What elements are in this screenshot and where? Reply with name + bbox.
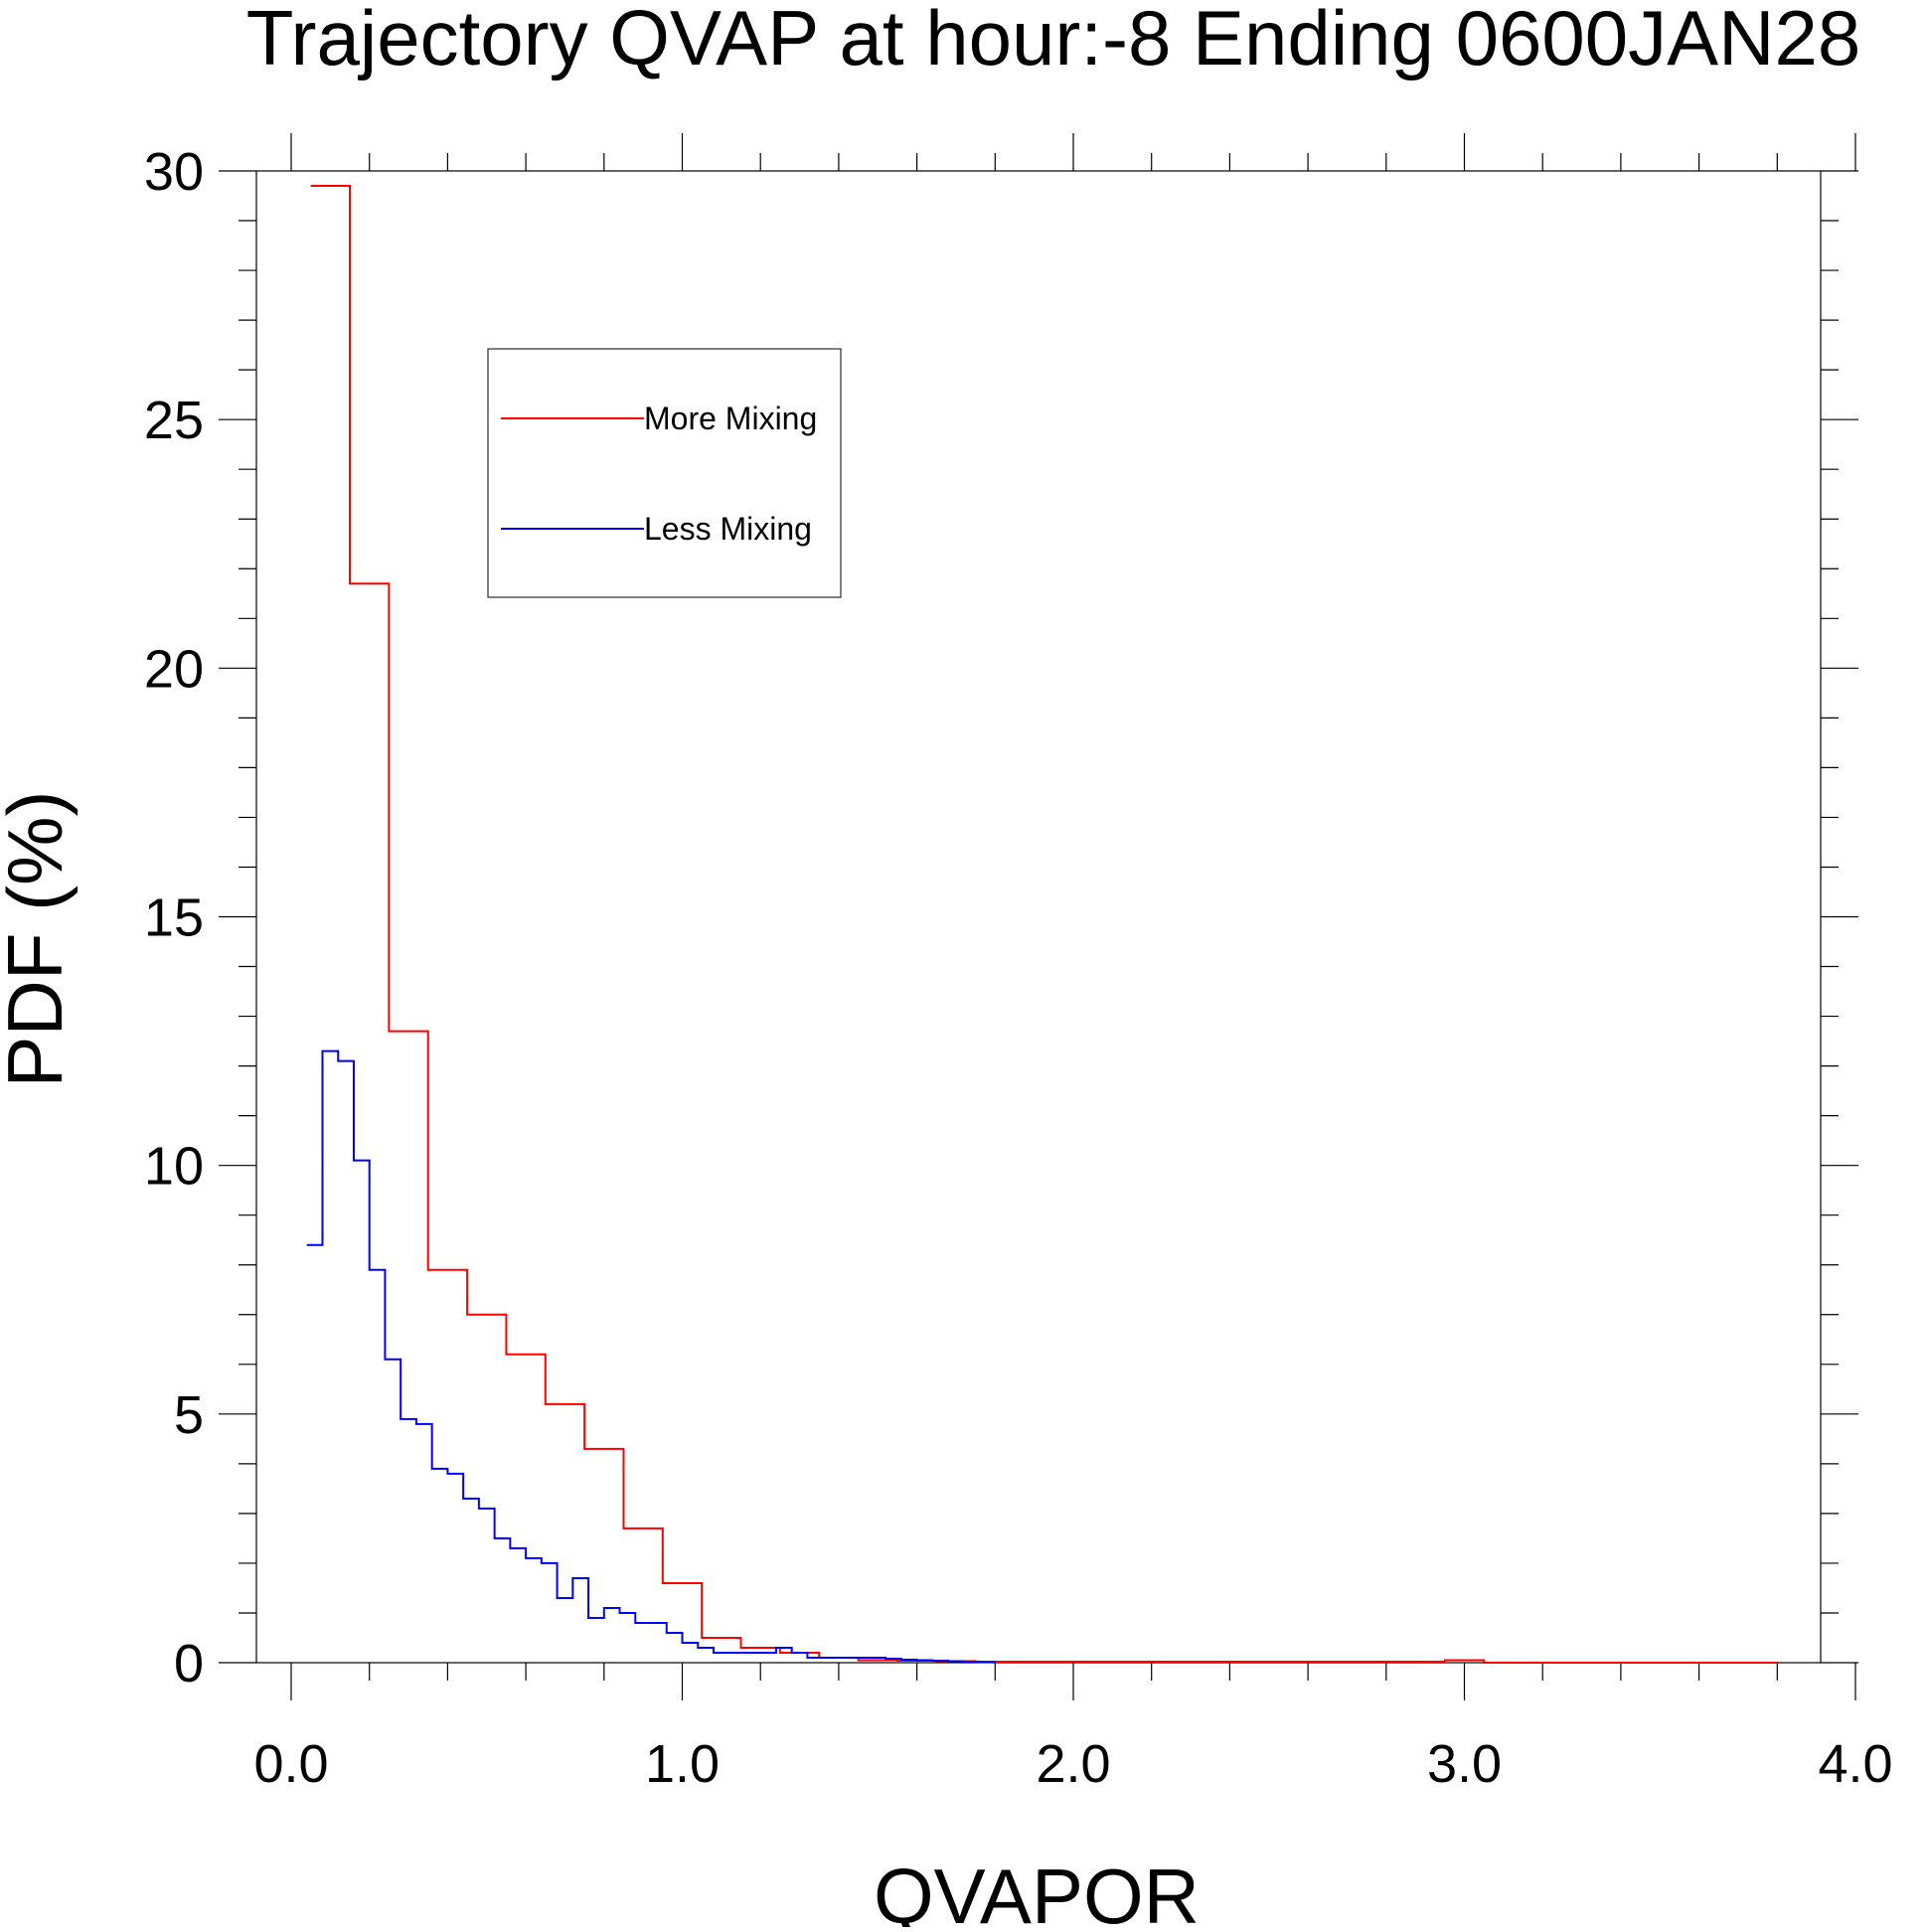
y-axis-label: PDF (%) bbox=[0, 791, 79, 1088]
y-tick-label: 5 bbox=[174, 1385, 204, 1445]
x-tick-label: 4.0 bbox=[1818, 1734, 1892, 1794]
legend: More Mixing Less Mixing bbox=[487, 348, 842, 598]
axes: 0.0 1.0 2.0 3.0 4.0 0 5 10 15 20 25 30 bbox=[144, 133, 1893, 1794]
legend-box bbox=[487, 348, 842, 598]
y-tick-label: 30 bbox=[144, 142, 204, 202]
y-tick-label: 25 bbox=[144, 391, 204, 450]
y-tick-label: 20 bbox=[144, 639, 204, 699]
x-tick-label: 3.0 bbox=[1427, 1734, 1502, 1794]
y-tick-label: 10 bbox=[144, 1137, 204, 1197]
x-tick-label: 1.0 bbox=[645, 1734, 720, 1794]
legend-label: More Mixing bbox=[644, 401, 817, 436]
y-tick-label: 0 bbox=[174, 1634, 204, 1693]
chart-title: Trajectory QVAP at hour:-8 Ending 0600JA… bbox=[246, 0, 1860, 81]
x-tick-label: 0.0 bbox=[253, 1734, 328, 1794]
y-tick-label: 15 bbox=[144, 888, 204, 948]
series-line-less-mixing bbox=[306, 1049, 996, 1664]
x-tick-label: 2.0 bbox=[1036, 1734, 1110, 1794]
x-axis-label: QVAPOR bbox=[874, 1852, 1200, 1927]
series-layer bbox=[306, 185, 1778, 1664]
legend-label: Less Mixing bbox=[644, 511, 812, 547]
